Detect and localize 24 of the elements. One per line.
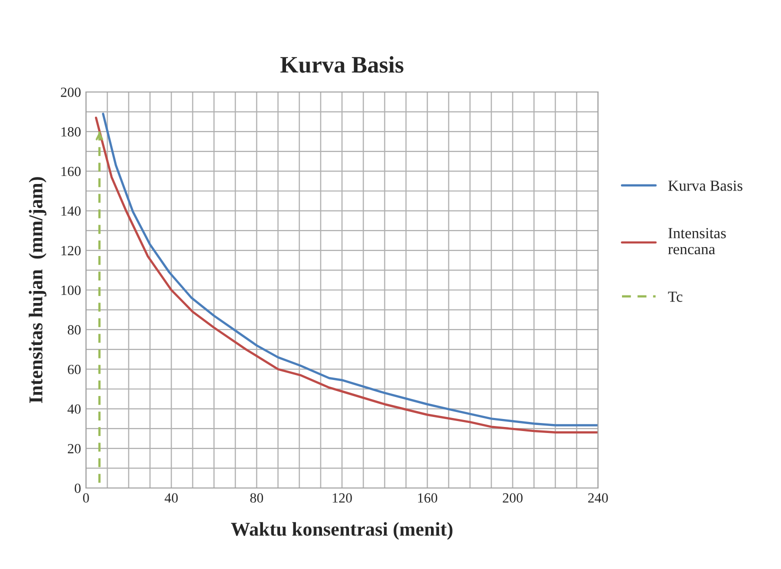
chart-title: Kurva Basis — [280, 56, 404, 73]
y-tick-label: 140 — [62, 206, 81, 216]
y-axis-title: Intensitas hujan (mm/jam) — [28, 177, 46, 404]
legend-label: Tc — [668, 292, 682, 302]
legend-label: Kurva Basis — [668, 180, 742, 191]
y-tick-label: 40 — [68, 404, 81, 414]
x-tick-label: 80 — [250, 493, 264, 503]
y-tick-label: 0 — [74, 484, 81, 493]
x-axis-title: Waktu konsentrasi (menit) — [231, 522, 452, 540]
legend-label: Intensitas rencana — [668, 228, 726, 254]
x-tick-label: 240 — [588, 493, 608, 503]
y-tick-label: 20 — [68, 444, 81, 454]
x-tick-label: 0 — [83, 493, 89, 503]
y-tick-label: 80 — [68, 325, 81, 335]
y-tick-label: 120 — [62, 246, 81, 256]
x-tick-label: 160 — [418, 493, 438, 503]
x-tick-label: 120 — [332, 493, 352, 503]
y-tick-label: 200 — [60, 88, 81, 97]
x-tick-label: 40 — [164, 493, 178, 503]
y-tick-label: 160 — [62, 166, 81, 176]
y-tick-label: 180 — [62, 127, 81, 137]
y-tick-label: 60 — [68, 364, 81, 374]
x-tick-label: 200 — [502, 493, 523, 503]
y-tick-label: 100 — [62, 286, 81, 295]
